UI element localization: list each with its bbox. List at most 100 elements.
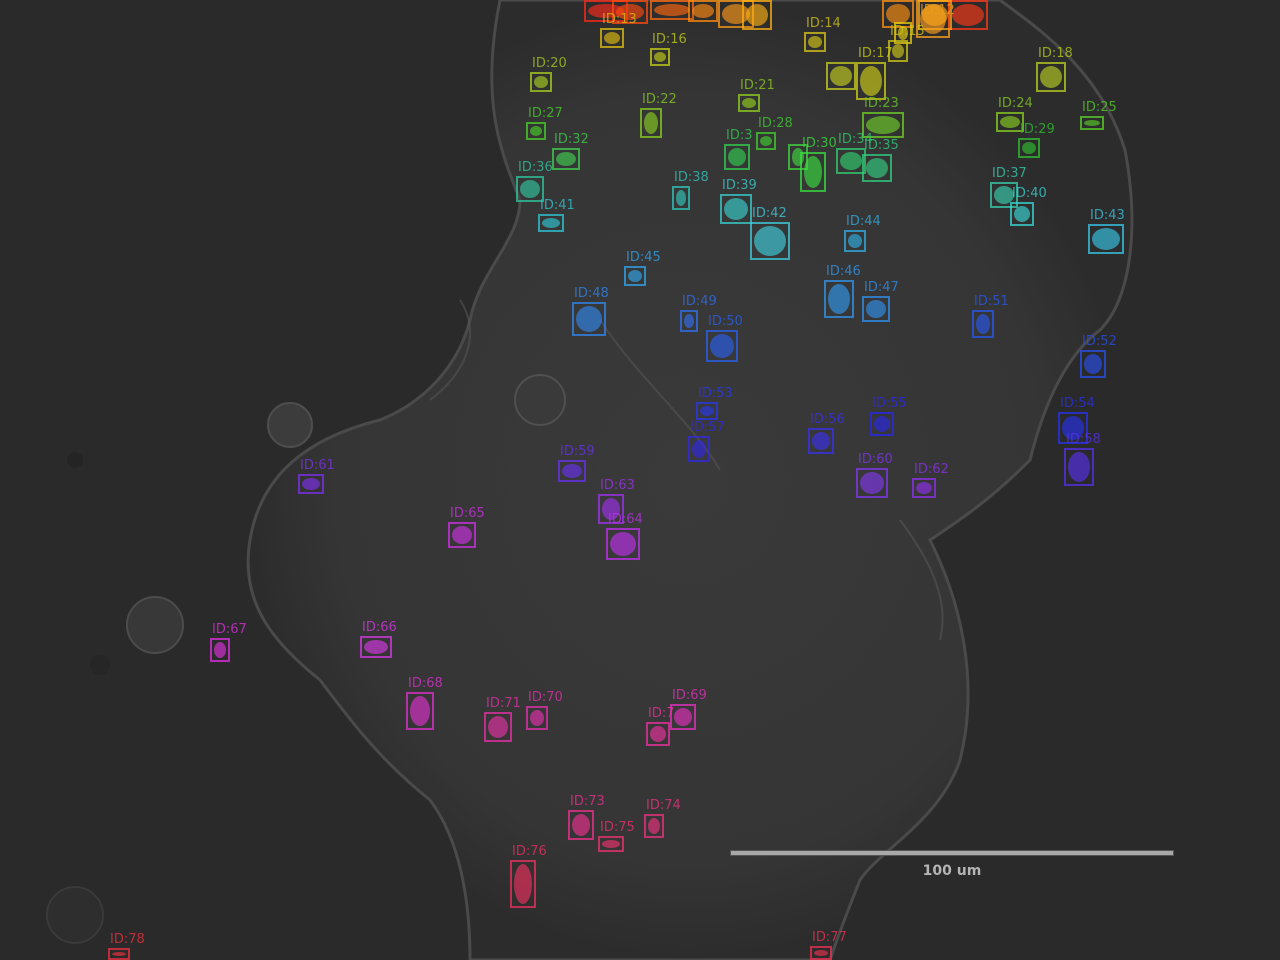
cell-id-label: ID:25 [1082, 100, 1117, 115]
cell-id-label: ID:67 [212, 622, 247, 637]
cell-detection-box: ID:36 [516, 161, 553, 202]
debris-cell [46, 886, 104, 944]
cell-detection-box: ID:30 [800, 137, 837, 192]
cell-mask [452, 526, 472, 544]
cell-mask [710, 334, 734, 358]
cell-detection-box: ID:25 [1080, 101, 1117, 130]
cell-detection-box: ID:35 [862, 139, 899, 182]
cell-detection-box: ID:50 [706, 315, 743, 362]
cell-mask [610, 532, 636, 556]
cell-detection-box: ID:43 [1088, 209, 1125, 254]
cell-mask [650, 726, 666, 742]
cell-id-label: ID:34 [838, 132, 873, 147]
cell-mask [654, 52, 666, 62]
cell-mask [302, 478, 320, 490]
cell-mask [562, 464, 582, 478]
cell-mask [808, 36, 822, 48]
cell-detection-box: ID:78 [108, 933, 145, 960]
cell-mask [866, 116, 900, 134]
cell-id-label: ID:41 [540, 198, 575, 213]
cell-detection-box: ID:38 [672, 171, 709, 210]
cell-mask [1062, 416, 1084, 440]
cell-id-label: ID:78 [110, 932, 145, 947]
scale-bar [730, 850, 1174, 856]
cell-mask [530, 126, 542, 136]
cell-id-label: ID:3 [726, 128, 753, 143]
cell-id-label: ID:65 [450, 506, 485, 521]
cell-mask [830, 66, 852, 86]
cell-id-label: ID:60 [858, 452, 893, 467]
cell-mask [488, 716, 508, 738]
cell-mask [514, 864, 532, 904]
cell-detection-box: ID:44 [844, 215, 881, 252]
cell-id-label: ID:20 [532, 56, 567, 71]
cell-id-label: ID:37 [992, 166, 1027, 181]
cell-mask [628, 270, 642, 282]
cell-detection-box: ID:32 [552, 133, 589, 170]
cell-detection-box [948, 0, 988, 30]
cell-mask [724, 198, 748, 220]
cell-id-label: ID:56 [810, 412, 845, 427]
cell-mask [746, 4, 768, 26]
cell-detection-box: ID:39 [720, 179, 757, 224]
cell-mask [916, 482, 932, 494]
cell-mask [1068, 452, 1090, 482]
cell-mask [214, 642, 226, 658]
cell-id-label: ID:15 [890, 24, 925, 39]
cell-detection-box: ID:66 [360, 621, 397, 658]
cell-mask [654, 4, 690, 16]
cell-mask [994, 186, 1014, 204]
cell-mask [676, 190, 686, 206]
cell-mask [572, 814, 590, 836]
cell-mask [556, 152, 576, 166]
cell-mask [674, 708, 692, 726]
tissue-region [246, 0, 1134, 960]
debris-cell [126, 596, 184, 654]
cell-id-label: ID:30 [802, 136, 837, 151]
cell-id-label: ID:24 [998, 96, 1033, 111]
cell-mask [860, 472, 884, 494]
cell-detection-box [826, 62, 856, 90]
cell-id-label: ID:71 [486, 696, 521, 711]
cell-id-label: ID:70 [528, 690, 563, 705]
cell-mask [976, 314, 990, 334]
cell-mask [692, 440, 706, 458]
debris-cell [514, 374, 566, 426]
cell-mask [1000, 116, 1020, 128]
cell-detection-box: ID:17 [856, 47, 893, 100]
cell-detection-box: ID:70 [526, 691, 563, 730]
cell-mask [760, 136, 772, 146]
cell-mask [1092, 228, 1120, 250]
cell-detection-box: ID:47 [862, 281, 899, 322]
cell-detection-box: ID:34 [836, 133, 873, 174]
cell-mask [576, 306, 602, 332]
cell-id-label: ID:69 [672, 688, 707, 703]
cell-detection-box: ID:77 [810, 931, 847, 960]
cell-detection-box: ID:64 [606, 513, 643, 560]
cell-detection-box: ID:13 [600, 13, 637, 48]
cell-id-label: ID:76 [512, 844, 547, 859]
cell-id-label: ID:64 [608, 512, 643, 527]
cell-mask [530, 710, 544, 726]
cell-mask [534, 76, 548, 88]
cell-detection-box: ID:20 [530, 57, 567, 92]
cell-detection-box: ID:22 [640, 93, 677, 138]
cell-id-label: ID:29 [1020, 122, 1055, 137]
cell-detection-box: ID:65 [448, 507, 485, 548]
cell-id-label: ID:62 [914, 462, 949, 477]
cell-id-label: ID:14 [806, 16, 841, 31]
cell-id-label: ID:50 [708, 314, 743, 329]
cell-detection-box: ID:48 [572, 287, 609, 336]
cell-mask [588, 4, 624, 18]
cell-id-label: ID:32 [554, 132, 589, 147]
cell-id-label: ID:49 [682, 294, 717, 309]
cell-detection-box: ID:67 [210, 623, 247, 662]
cell-mask [602, 498, 620, 520]
cell-mask [1014, 206, 1030, 222]
cell-mask [728, 148, 746, 166]
cell-mask [644, 112, 658, 134]
cell-id-label: ID:17 [858, 46, 893, 61]
cell-id-label: ID:18 [1038, 46, 1073, 61]
cell-mask [848, 234, 862, 248]
